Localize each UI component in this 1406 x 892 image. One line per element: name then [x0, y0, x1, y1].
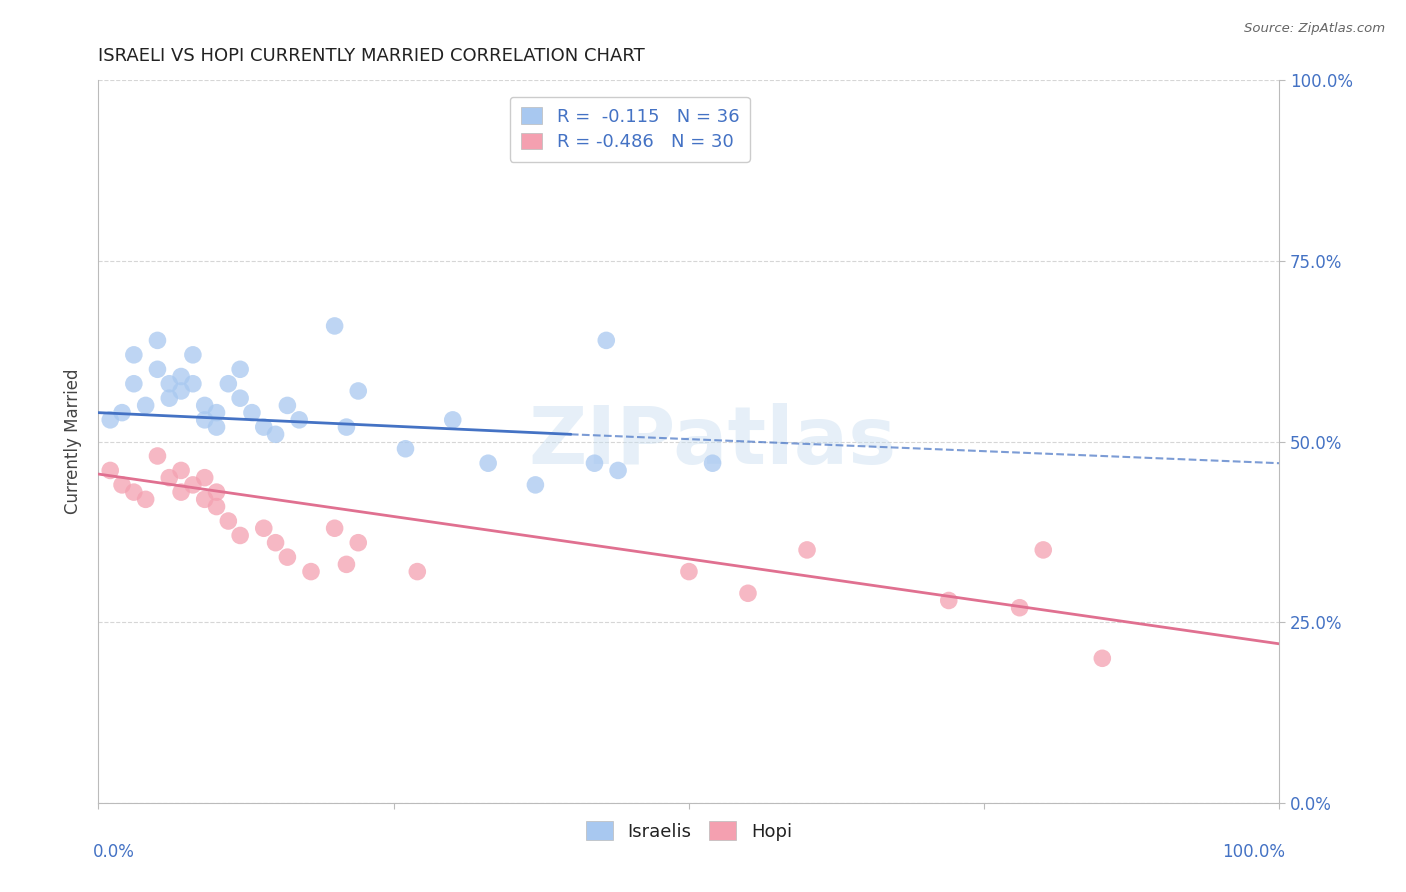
- Point: [146, 362, 169, 376]
- Point: [205, 485, 228, 500]
- Point: [98, 463, 121, 477]
- Point: [524, 478, 547, 492]
- Point: [737, 586, 759, 600]
- Point: [607, 463, 630, 477]
- Point: [240, 406, 263, 420]
- Text: ISRAELI VS HOPI CURRENTLY MARRIED CORRELATION CHART: ISRAELI VS HOPI CURRENTLY MARRIED CORREL…: [98, 47, 645, 65]
- Point: [205, 406, 228, 420]
- Text: ZIPatlas: ZIPatlas: [529, 402, 897, 481]
- Point: [122, 485, 145, 500]
- Point: [702, 456, 724, 470]
- Point: [181, 348, 204, 362]
- Point: [323, 521, 346, 535]
- Point: [276, 550, 298, 565]
- Point: [264, 427, 287, 442]
- Point: [347, 535, 370, 549]
- Point: [194, 398, 217, 412]
- Point: [181, 478, 204, 492]
- Point: [394, 442, 416, 456]
- Point: [288, 413, 311, 427]
- Point: [217, 376, 239, 391]
- Point: [205, 420, 228, 434]
- Point: [796, 542, 818, 557]
- Point: [205, 500, 228, 514]
- Point: [146, 449, 169, 463]
- Point: [229, 528, 252, 542]
- Point: [1008, 600, 1031, 615]
- Point: [229, 391, 252, 405]
- Point: [122, 376, 145, 391]
- Point: [406, 565, 429, 579]
- Point: [170, 384, 193, 398]
- Point: [477, 456, 499, 470]
- Point: [347, 384, 370, 398]
- Text: Source: ZipAtlas.com: Source: ZipAtlas.com: [1244, 22, 1385, 36]
- Point: [938, 593, 960, 607]
- Text: 0.0%: 0.0%: [93, 843, 135, 861]
- Point: [194, 492, 217, 507]
- Point: [157, 376, 180, 391]
- Point: [264, 535, 287, 549]
- Point: [111, 406, 134, 420]
- Point: [253, 521, 276, 535]
- Point: [170, 485, 193, 500]
- Point: [157, 391, 180, 405]
- Point: [135, 398, 157, 412]
- Point: [194, 413, 217, 427]
- Point: [194, 470, 217, 484]
- Point: [170, 369, 193, 384]
- Point: [217, 514, 239, 528]
- Point: [229, 362, 252, 376]
- Y-axis label: Currently Married: Currently Married: [65, 368, 83, 515]
- Point: [595, 334, 617, 348]
- Point: [122, 348, 145, 362]
- Point: [157, 470, 180, 484]
- Point: [276, 398, 298, 412]
- Point: [1091, 651, 1114, 665]
- Point: [678, 565, 700, 579]
- Point: [441, 413, 464, 427]
- Point: [323, 318, 346, 333]
- Point: [170, 463, 193, 477]
- Point: [335, 558, 357, 572]
- Legend: Israelis, Hopi: Israelis, Hopi: [579, 814, 799, 848]
- Point: [299, 565, 322, 579]
- Point: [135, 492, 157, 507]
- Point: [1032, 542, 1054, 557]
- Point: [583, 456, 606, 470]
- Point: [335, 420, 357, 434]
- Point: [111, 478, 134, 492]
- Point: [181, 376, 204, 391]
- Point: [98, 413, 121, 427]
- Point: [146, 334, 169, 348]
- Point: [253, 420, 276, 434]
- Text: 100.0%: 100.0%: [1222, 843, 1285, 861]
